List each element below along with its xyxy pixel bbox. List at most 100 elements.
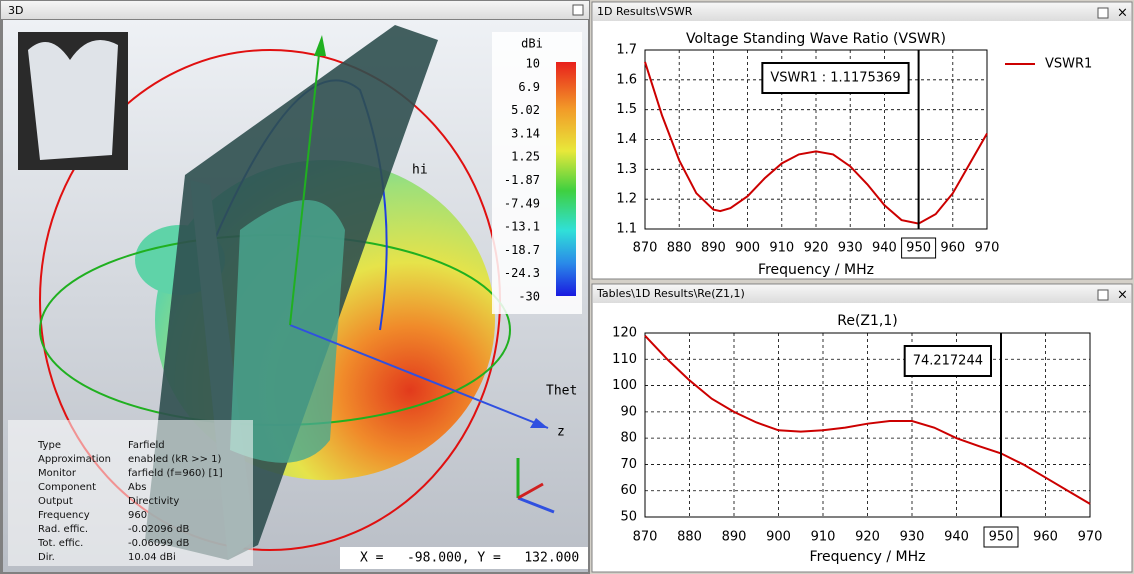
x-tick-label: 920 bbox=[804, 241, 829, 256]
coordinates-box bbox=[340, 547, 588, 569]
colorbar-label: -13.1 bbox=[504, 220, 540, 234]
info-key: Output bbox=[38, 496, 73, 507]
info-key: Frequency bbox=[38, 510, 90, 521]
info-key: Tot. effic. bbox=[37, 538, 83, 549]
y-tick-label: 1.4 bbox=[616, 132, 637, 147]
info-table: Type Farfield Approximation enabled (kR >> … bbox=[37, 440, 223, 563]
info-value: Directivity bbox=[128, 496, 179, 507]
x-tick-label: 920 bbox=[855, 530, 880, 545]
x-tick-label: 880 bbox=[677, 530, 702, 545]
marker-box bbox=[761, 62, 910, 94]
y-tick-label: 100 bbox=[612, 378, 637, 393]
x-tick-label: 970 bbox=[975, 241, 1000, 256]
x-axis-label: Frequency / MHz bbox=[810, 549, 926, 565]
y-tick-label: 1.2 bbox=[616, 192, 637, 207]
z-axis bbox=[289, 324, 549, 429]
coordinates: X = -98.000, Y = 132.000 bbox=[360, 551, 579, 566]
y-tick-label: 120 bbox=[612, 326, 637, 341]
maximize-button[interactable] bbox=[1097, 7, 1109, 19]
info-value: Farfield bbox=[128, 440, 165, 451]
close-button[interactable]: × bbox=[1117, 6, 1128, 21]
info-key: Component bbox=[38, 482, 96, 493]
plot-frame bbox=[644, 49, 988, 230]
panel-title: Tables\1D Results\Re(Z1,1) bbox=[596, 287, 745, 300]
x-tick-label: 940 bbox=[944, 530, 969, 545]
marker-tick-box bbox=[901, 237, 937, 259]
x-tick-label: 910 bbox=[769, 241, 794, 256]
info-value: 960 bbox=[128, 510, 147, 521]
panel-vswr: × 1D Results\VSWR Voltage Standing Wave R… bbox=[591, 1, 1133, 280]
x-tick-label: 890 bbox=[701, 241, 726, 256]
x-tick-label: 900 bbox=[735, 241, 760, 256]
panel-title: 3D bbox=[8, 4, 23, 17]
y-tick-label: 1.7 bbox=[616, 43, 637, 58]
panel-frame bbox=[591, 1, 1133, 280]
chart-title: Voltage Standing Wave Ratio (VSWR) bbox=[686, 31, 946, 47]
x-tick-label: 940 bbox=[872, 241, 897, 256]
info-key: Rad. effic. bbox=[38, 524, 88, 535]
colorbar-label: 10 bbox=[526, 57, 540, 71]
plot-frame bbox=[644, 332, 1091, 518]
x-tick-label: 870 bbox=[633, 530, 658, 545]
panel-title: 1D Results\VSWR bbox=[597, 5, 693, 18]
panel-title-bar bbox=[1, 1, 589, 19]
y-tick-label: 70 bbox=[620, 457, 637, 472]
colorbar-label: 3.14 bbox=[511, 126, 540, 140]
y-tick-label: 50 bbox=[620, 510, 637, 525]
colorbar-label: -7.49 bbox=[504, 196, 540, 210]
info-box bbox=[8, 420, 253, 566]
info-key: Approximation bbox=[38, 454, 111, 465]
z-arrow bbox=[530, 418, 548, 428]
y-tick-label: 90 bbox=[620, 404, 637, 419]
info-key: Monitor bbox=[38, 468, 77, 479]
y-tick-label: 110 bbox=[612, 352, 637, 367]
x-tick-label: 960 bbox=[1033, 530, 1058, 545]
colorbar-label: -30 bbox=[518, 290, 540, 304]
colorbar-label: 1.25 bbox=[511, 150, 540, 164]
y-tick-label: 1.3 bbox=[616, 162, 637, 177]
y-tick-label: 60 bbox=[620, 483, 637, 498]
legend-label: VSWR1 bbox=[1045, 57, 1092, 72]
maximize-button[interactable] bbox=[572, 4, 584, 16]
info-key: Type bbox=[37, 440, 61, 451]
gizmo-x bbox=[517, 482, 544, 500]
info-value: -0.06099 dB bbox=[128, 538, 189, 549]
colorbar-label: 5.02 bbox=[511, 103, 540, 117]
x-tick-label: 930 bbox=[900, 530, 925, 545]
x-tick-label: 910 bbox=[811, 530, 836, 545]
colorbar-label: 6.9 bbox=[518, 80, 540, 94]
colorbar-label: -18.7 bbox=[504, 243, 540, 257]
x-tick-label: 960 bbox=[940, 241, 965, 256]
x-tick-label: 950 bbox=[989, 530, 1014, 545]
info-key: Dir. bbox=[38, 552, 55, 563]
marker-label: 74.217244 bbox=[913, 354, 983, 369]
y-tick-label: 1.5 bbox=[616, 102, 637, 117]
info-value: farfield (f=960) [1] bbox=[128, 468, 223, 479]
colorbar-labels: 10 6.9 5.02 3.14 1.25 -1.87 -7.49 -13.1 -18.7 -24… bbox=[504, 57, 540, 304]
x-tick-label: 930 bbox=[838, 241, 863, 256]
colorbar-unit: dBi bbox=[521, 37, 543, 51]
maximize-button[interactable] bbox=[1097, 289, 1109, 301]
close-button[interactable]: × bbox=[1117, 288, 1128, 303]
panel-title-bar bbox=[593, 3, 1131, 21]
axis-label: Thet bbox=[546, 384, 577, 399]
x-tick-label: 870 bbox=[633, 241, 658, 256]
colorbar bbox=[556, 62, 576, 296]
x-tick-label: 970 bbox=[1078, 530, 1103, 545]
series-line bbox=[644, 334, 1091, 505]
x-tick-label: 950 bbox=[906, 241, 931, 256]
marker-box bbox=[903, 345, 992, 377]
y-axis bbox=[289, 44, 321, 326]
x-axis-label: Frequency / MHz bbox=[758, 262, 874, 278]
gizmo-z bbox=[517, 496, 555, 514]
x-tick-label: 890 bbox=[722, 530, 747, 545]
antenna bbox=[230, 200, 345, 463]
axes-gizmo bbox=[516, 458, 555, 514]
series-line bbox=[644, 61, 988, 225]
thumbnail-model bbox=[28, 40, 118, 160]
marker-label: VSWR1 : 1.1175369 bbox=[770, 71, 900, 86]
panel-rez: × Tables\1D Results\Re(Z1,1) Re(Z1,1) Freq… bbox=[591, 283, 1133, 573]
y-arrow bbox=[314, 35, 326, 56]
